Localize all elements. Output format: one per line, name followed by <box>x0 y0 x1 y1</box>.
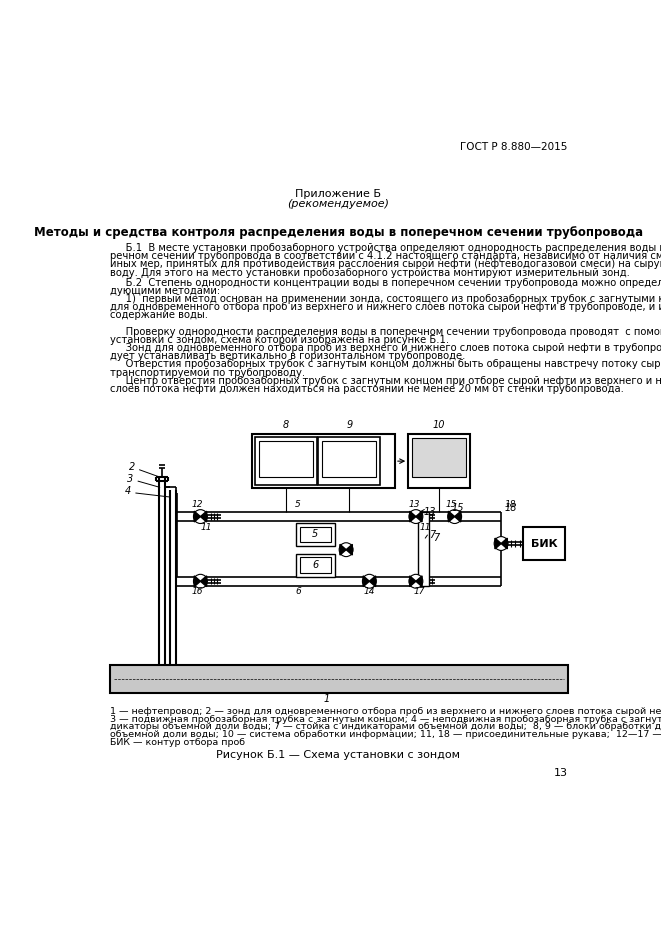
Text: дикаторы объемной доли воды; 7 — стойка с индикаторами объемной доли воды;  8, 9: дикаторы объемной доли воды; 7 — стойка … <box>110 723 661 731</box>
Bar <box>295 522 334 546</box>
Bar <box>408 434 470 488</box>
Bar <box>412 438 466 476</box>
Polygon shape <box>340 545 346 555</box>
Circle shape <box>339 543 353 557</box>
Polygon shape <box>416 576 422 587</box>
Circle shape <box>409 575 423 588</box>
Circle shape <box>362 575 376 588</box>
Text: Проверку однородности распределения воды в поперечном сечении трубопровода прово: Проверку однородности распределения воды… <box>110 328 661 337</box>
Text: 15: 15 <box>451 504 464 514</box>
Bar <box>318 437 380 485</box>
Text: 11: 11 <box>201 522 212 532</box>
Polygon shape <box>200 511 207 522</box>
Bar <box>322 441 376 477</box>
Text: 14: 14 <box>364 588 375 596</box>
Polygon shape <box>369 576 375 587</box>
Text: 18: 18 <box>505 500 516 509</box>
Text: дует устанавливать вертикально в горизонтальном трубопроводе.: дует устанавливать вертикально в горизон… <box>110 351 465 361</box>
Text: Методы и средства контроля распределения воды в поперечном сечении трубопровода: Методы и средства контроля распределения… <box>34 227 643 240</box>
Circle shape <box>409 509 423 523</box>
Bar <box>254 437 317 485</box>
Polygon shape <box>501 538 508 548</box>
Text: 10: 10 <box>433 420 446 430</box>
Text: 1 — нефтепровод; 2 — зонд для одновременного отбора проб из верхнего и нижнего с: 1 — нефтепровод; 2 — зонд для одновремен… <box>110 707 661 716</box>
Text: транспортируемой по трубопроводу.: транспортируемой по трубопроводу. <box>110 368 305 377</box>
Polygon shape <box>495 538 501 548</box>
Polygon shape <box>455 511 461 522</box>
Bar <box>299 527 330 542</box>
Text: 3: 3 <box>127 474 133 484</box>
Circle shape <box>494 536 508 550</box>
Text: 1: 1 <box>324 695 330 705</box>
Text: установки с зондом, схема которой изображена на рисунке Б.1.: установки с зондом, схема которой изобра… <box>110 335 449 345</box>
Text: речном сечении трубопровода в соответствии с 4.1.2 настоящего стандарта, независ: речном сечении трубопровода в соответств… <box>110 251 661 261</box>
Text: иных мер, принятых для противодействия расслоения сырой нефти (нефтеводогазовой : иных мер, принятых для противодействия р… <box>110 259 661 270</box>
Circle shape <box>447 509 461 523</box>
Text: 18: 18 <box>505 503 518 513</box>
Text: 6: 6 <box>295 588 301 596</box>
Text: 8: 8 <box>282 420 289 430</box>
Text: Рисунок Б.1 — Схема установки с зондом: Рисунок Б.1 — Схема установки с зондом <box>216 750 460 760</box>
Text: Б.1  В месте установки пробозаборного устройства определяют однородность распред: Б.1 В месте установки пробозаборного уст… <box>110 243 661 254</box>
Polygon shape <box>363 576 369 587</box>
Text: 9: 9 <box>346 420 352 430</box>
Text: слоев потока нефти должен находиться на расстоянии не менее 20 мм от стенки труб: слоев потока нефти должен находиться на … <box>110 384 623 394</box>
Text: 15: 15 <box>446 500 457 509</box>
Bar <box>295 553 334 577</box>
Text: 13: 13 <box>424 506 436 517</box>
Text: 2: 2 <box>129 462 136 473</box>
Text: 6: 6 <box>312 560 318 570</box>
Text: 5: 5 <box>295 500 301 509</box>
Text: 4: 4 <box>124 486 131 496</box>
Bar <box>110 665 568 693</box>
Polygon shape <box>194 576 200 587</box>
Text: БИК: БИК <box>531 538 557 548</box>
Circle shape <box>194 575 208 588</box>
Text: 5: 5 <box>312 529 318 539</box>
Text: 7: 7 <box>433 534 439 543</box>
Text: Центр отверстия пробозаборных трубок с загнутым концом при отборе сырой нефти из: Центр отверстия пробозаборных трубок с з… <box>110 375 661 386</box>
Text: Б.2  Степень однородности концентрации воды в поперечном сечении трубопровода мо: Б.2 Степень однородности концентрации во… <box>110 278 661 288</box>
Bar <box>258 441 313 477</box>
Text: содержание воды.: содержание воды. <box>110 310 208 320</box>
Text: БИК — контур отбора проб: БИК — контур отбора проб <box>110 739 245 747</box>
Bar <box>418 512 429 586</box>
Text: 17: 17 <box>413 588 425 596</box>
Text: Зонд для одновременного отбора проб из верхнего и нижнего слоев потока сырой неф: Зонд для одновременного отбора проб из в… <box>110 344 661 353</box>
Text: 13: 13 <box>554 768 568 779</box>
Text: 16: 16 <box>192 588 203 596</box>
Text: дующими методами:: дующими методами: <box>110 286 220 296</box>
Text: Отверстия пробозаборных трубок с загнутым концом должны быть обращены навстречу : Отверстия пробозаборных трубок с загнуты… <box>110 359 661 370</box>
Text: воду. Для этого на место установки пробозаборного устройства монтируют измерител: воду. Для этого на место установки пробо… <box>110 268 630 277</box>
Text: (рекомендуемое): (рекомендуемое) <box>288 198 389 209</box>
Text: для одновременного отбора проб из верхнего и нижнего слоев потока сырой нефти в : для одновременного отбора проб из верхне… <box>110 302 661 312</box>
Polygon shape <box>200 576 207 587</box>
Bar <box>252 434 395 488</box>
Text: 1)  первый метод основан на применении зонда, состоящего из пробозаборных трубок: 1) первый метод основан на применении зо… <box>110 294 661 304</box>
Polygon shape <box>194 511 200 522</box>
Text: 7: 7 <box>429 531 436 540</box>
Polygon shape <box>410 511 416 522</box>
Bar <box>299 557 330 573</box>
Text: объемной доли воды; 10 — система обработки информации; 11, 18 — присоединительны: объемной доли воды; 10 — система обработ… <box>110 730 661 739</box>
Polygon shape <box>416 511 422 522</box>
Text: 3 — подвижная пробозаборная трубка с загнутым концом; 4 — неподвижная пробозабор: 3 — подвижная пробозаборная трубка с заг… <box>110 714 661 724</box>
Polygon shape <box>410 576 416 587</box>
Bar <box>523 527 565 561</box>
Text: ГОСТ Р 8.880—2015: ГОСТ Р 8.880—2015 <box>461 141 568 152</box>
Text: Приложение Б: Приложение Б <box>295 189 381 199</box>
Text: 13: 13 <box>408 500 420 509</box>
Polygon shape <box>346 545 352 555</box>
Text: 11: 11 <box>420 522 431 532</box>
Polygon shape <box>448 511 455 522</box>
Text: 12: 12 <box>192 500 203 509</box>
Circle shape <box>194 509 208 523</box>
